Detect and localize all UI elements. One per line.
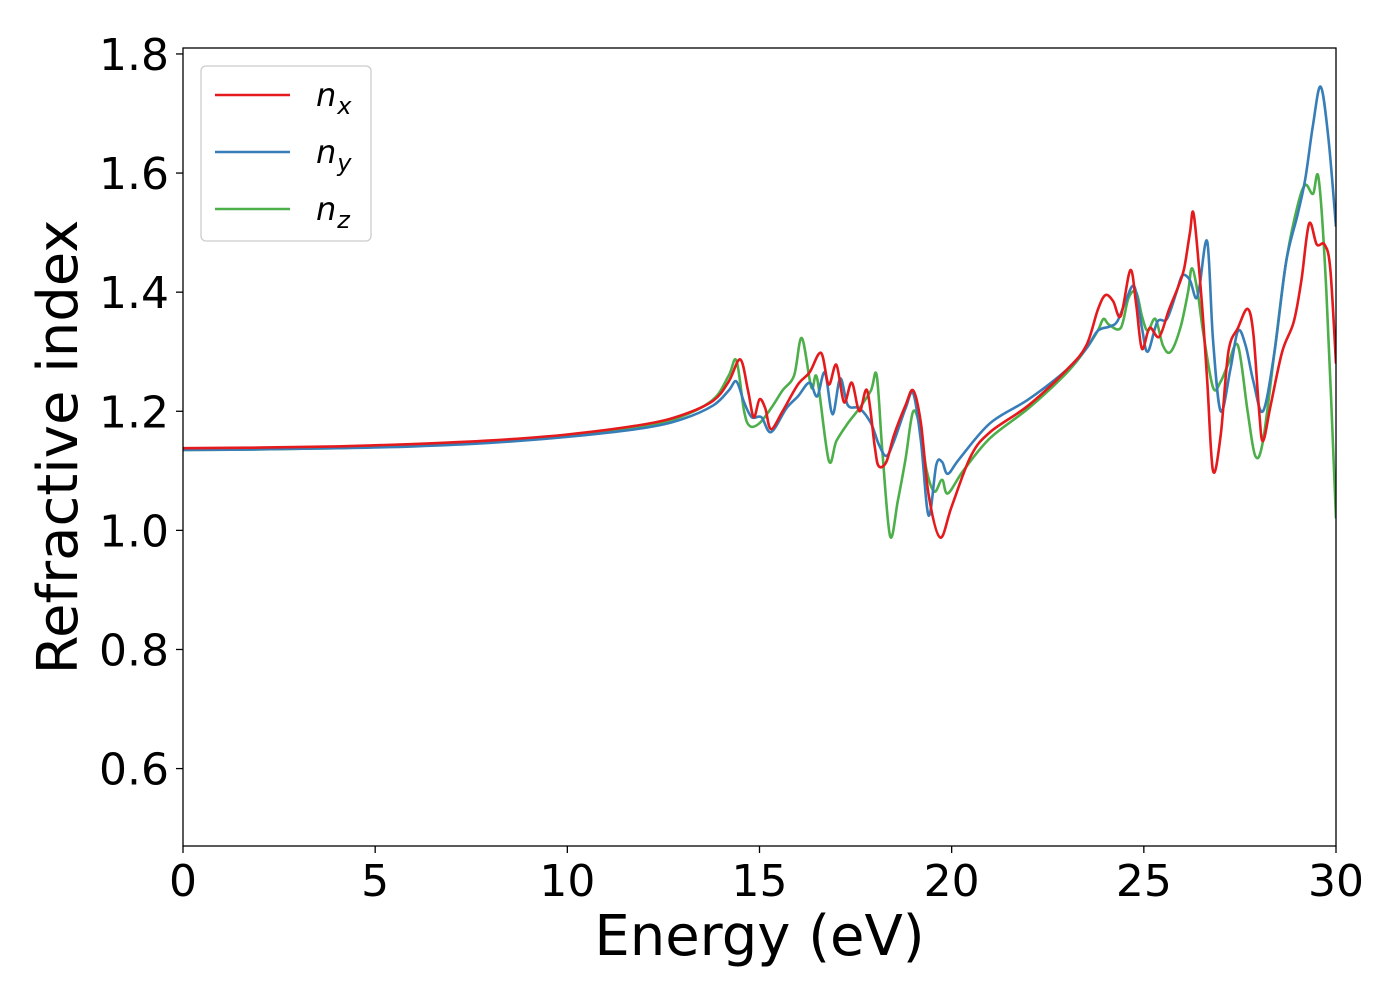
x-tick-label-3: 15	[732, 856, 788, 907]
x-tick-label-4: 20	[924, 856, 980, 907]
legend-label-subscript: z	[336, 206, 351, 234]
x-tick-label-6: 30	[1308, 856, 1364, 907]
y-tick-label-4: 1.4	[99, 268, 169, 319]
series-line-ny	[183, 85, 1336, 517]
y-tick-label-1: 0.8	[99, 625, 169, 676]
x-tick-label-2: 10	[539, 856, 595, 907]
y-tick-label-2: 1.0	[99, 506, 169, 557]
x-tick-label-5: 25	[1116, 856, 1172, 907]
legend-label-base: n	[316, 133, 336, 171]
legend-label-nz: nz	[316, 190, 351, 234]
series-line-nz	[183, 172, 1336, 539]
y-tick-label-5: 1.6	[99, 149, 169, 200]
series-line-nx	[183, 210, 1336, 539]
legend-label-subscript: x	[336, 92, 352, 120]
x-tick-label-0: 0	[169, 856, 197, 907]
series-layer	[183, 85, 1336, 539]
x-tick-label-1: 5	[361, 856, 389, 907]
legend-label-base: n	[316, 76, 336, 114]
y-tick-label-6: 1.8	[99, 30, 169, 81]
legend-box	[200, 65, 372, 242]
legend-label-ny: ny	[316, 133, 352, 177]
y-axis-label: Refractive index	[26, 220, 91, 675]
x-axis-label: Energy (eV)	[594, 904, 924, 969]
ticks-layer: 0 5 10 15 20 25 30 0.6 0.8 1.0 1.2 1.4 1.6 1.8	[99, 30, 1364, 907]
y-tick-label-0: 0.6	[99, 745, 169, 796]
y-tick-label-3: 1.2	[99, 387, 169, 438]
legend-label-base: n	[316, 190, 336, 228]
legend-label-subscript: y	[336, 149, 352, 177]
legend-label-nx: nx	[316, 76, 352, 120]
